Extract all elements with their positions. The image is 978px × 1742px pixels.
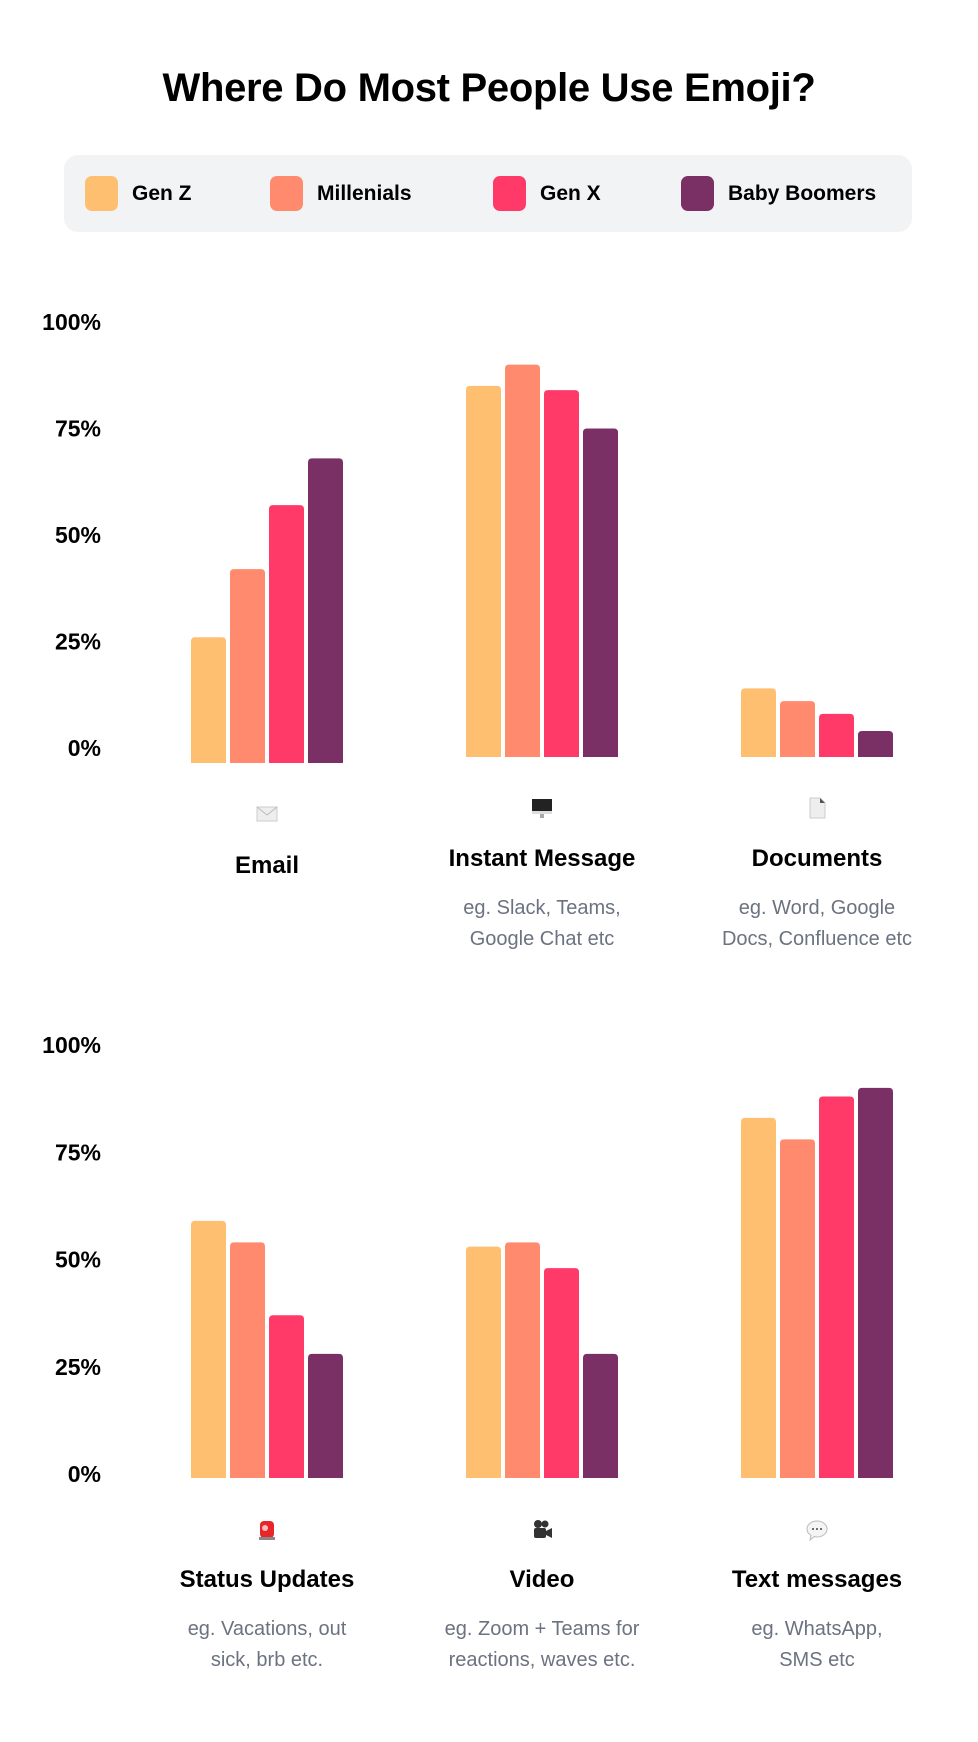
y-tick-label: 0% [68, 735, 101, 761]
bar-instant-message-baby-boomers [583, 428, 618, 757]
y-tick-label: 0% [68, 1461, 101, 1487]
bar-instant-message-gen-x [544, 390, 579, 757]
category-subtitle: eg. Vacations, out [187, 1618, 347, 1640]
category-label: Email [234, 852, 300, 879]
rotating-light-icon [255, 1518, 279, 1542]
y-tick-label: 25% [55, 629, 101, 655]
bar-video-gen-x [544, 1268, 579, 1478]
y-tick-label: 100% [42, 1032, 101, 1058]
legend-swatch [270, 176, 303, 211]
category-label: Text messages [731, 1566, 903, 1593]
desktop-computer-icon [530, 796, 554, 820]
legend-swatch [85, 176, 118, 211]
legend-item-baby-boomers: Baby Boomers [681, 176, 876, 211]
category-subtitle: eg. Zoom + Teams for [444, 1618, 640, 1640]
bar-status-updates-millenials [230, 1242, 265, 1478]
bar-status-updates-gen-x [269, 1315, 304, 1478]
bar-email-baby-boomers [308, 458, 343, 763]
chart-title: Where Do Most People Use Emoji? [162, 66, 816, 110]
bar-email-millenials [230, 569, 265, 763]
legend-label: Gen X [540, 181, 601, 205]
legend-label: Gen Z [132, 181, 192, 205]
legend-item-millenials: Millenials [270, 176, 412, 211]
category-label: Status Updates [179, 1566, 355, 1593]
bar-documents-gen-z [741, 688, 776, 757]
envelope-icon [255, 802, 279, 826]
category-subtitle: eg. WhatsApp, [751, 1618, 883, 1640]
category-subtitle: Docs, Confluence etc [721, 928, 913, 950]
legend-swatch [493, 176, 526, 211]
legend-item-gen-x: Gen X [493, 176, 601, 211]
legend: Gen Z Millenials Gen X Baby Boomers [64, 155, 912, 232]
category-label: Instant Message [448, 845, 636, 872]
category-subtitle: eg. Slack, Teams, [463, 897, 621, 919]
legend-item-gen-z: Gen Z [85, 176, 192, 211]
bar-status-updates-gen-z [191, 1220, 226, 1478]
bar-documents-baby-boomers [858, 730, 893, 757]
bar-email-gen-x [269, 505, 304, 763]
bar-text-messages-millenials [780, 1139, 815, 1478]
bar-instant-message-millenials [505, 364, 540, 757]
category-subtitle: sick, brb etc. [210, 1649, 324, 1671]
category-subtitle: eg. Word, Google [738, 897, 896, 919]
bar-instant-message-gen-z [466, 385, 501, 757]
bar-video-millenials [505, 1242, 540, 1478]
y-tick-label: 50% [55, 1247, 101, 1273]
y-tick-label: 25% [55, 1354, 101, 1380]
movie-camera-icon [530, 1518, 554, 1542]
category-subtitle: Google Chat etc [469, 928, 615, 950]
bar-video-baby-boomers [583, 1353, 618, 1478]
legend-label: Baby Boomers [728, 181, 877, 205]
y-tick-label: 75% [55, 416, 101, 442]
bar-video-gen-z [466, 1246, 501, 1478]
category-subtitle: SMS etc [779, 1649, 855, 1671]
bar-documents-gen-x [819, 713, 854, 757]
bar-text-messages-gen-z [741, 1117, 776, 1478]
legend-label: Millenials [317, 181, 412, 205]
bar-text-messages-gen-x [819, 1096, 854, 1478]
category-label: Documents [751, 845, 883, 872]
bar-text-messages-baby-boomers [858, 1087, 893, 1478]
bar-documents-millenials [780, 701, 815, 757]
y-tick-label: 50% [55, 522, 101, 548]
bar-email-gen-z [191, 637, 226, 763]
bar-status-updates-baby-boomers [308, 1353, 343, 1478]
category-subtitle: reactions, waves etc. [448, 1649, 636, 1671]
legend-swatch [681, 176, 714, 211]
speech-bubble-icon [805, 1518, 829, 1542]
category-label: Video [509, 1566, 575, 1593]
y-tick-label: 100% [42, 309, 101, 335]
document-icon [805, 796, 829, 820]
y-tick-label: 75% [55, 1139, 101, 1165]
